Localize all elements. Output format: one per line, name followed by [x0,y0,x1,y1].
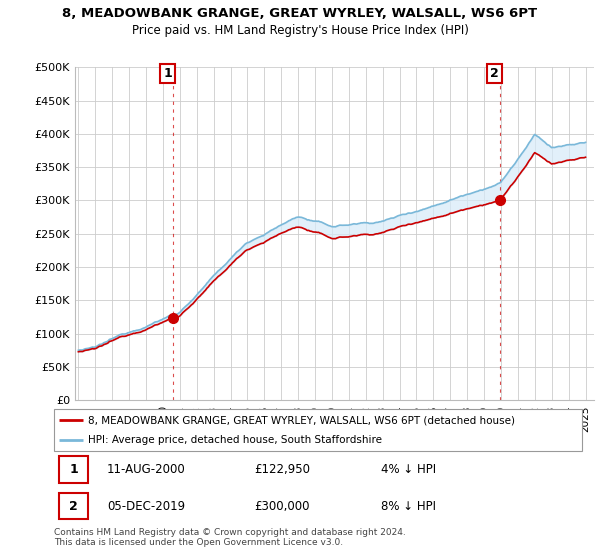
Text: 8% ↓ HPI: 8% ↓ HPI [382,500,436,512]
Text: 05-DEC-2019: 05-DEC-2019 [107,500,185,512]
FancyBboxPatch shape [59,493,88,520]
Text: 1: 1 [164,67,172,81]
FancyBboxPatch shape [54,409,582,451]
Text: Contains HM Land Registry data © Crown copyright and database right 2024.
This d: Contains HM Land Registry data © Crown c… [54,528,406,547]
Text: HPI: Average price, detached house, South Staffordshire: HPI: Average price, detached house, Sout… [88,435,382,445]
FancyBboxPatch shape [59,456,88,483]
Text: 2: 2 [70,500,78,512]
Text: 8, MEADOWBANK GRANGE, GREAT WYRLEY, WALSALL, WS6 6PT: 8, MEADOWBANK GRANGE, GREAT WYRLEY, WALS… [62,7,538,20]
Text: Price paid vs. HM Land Registry's House Price Index (HPI): Price paid vs. HM Land Registry's House … [131,24,469,36]
Text: 11-AUG-2000: 11-AUG-2000 [107,463,185,476]
Text: 8, MEADOWBANK GRANGE, GREAT WYRLEY, WALSALL, WS6 6PT (detached house): 8, MEADOWBANK GRANGE, GREAT WYRLEY, WALS… [88,415,515,425]
Text: 1: 1 [70,463,78,476]
Text: £300,000: £300,000 [254,500,310,512]
Text: 2: 2 [490,67,499,81]
Text: 4% ↓ HPI: 4% ↓ HPI [382,463,436,476]
Text: £122,950: £122,950 [254,463,311,476]
